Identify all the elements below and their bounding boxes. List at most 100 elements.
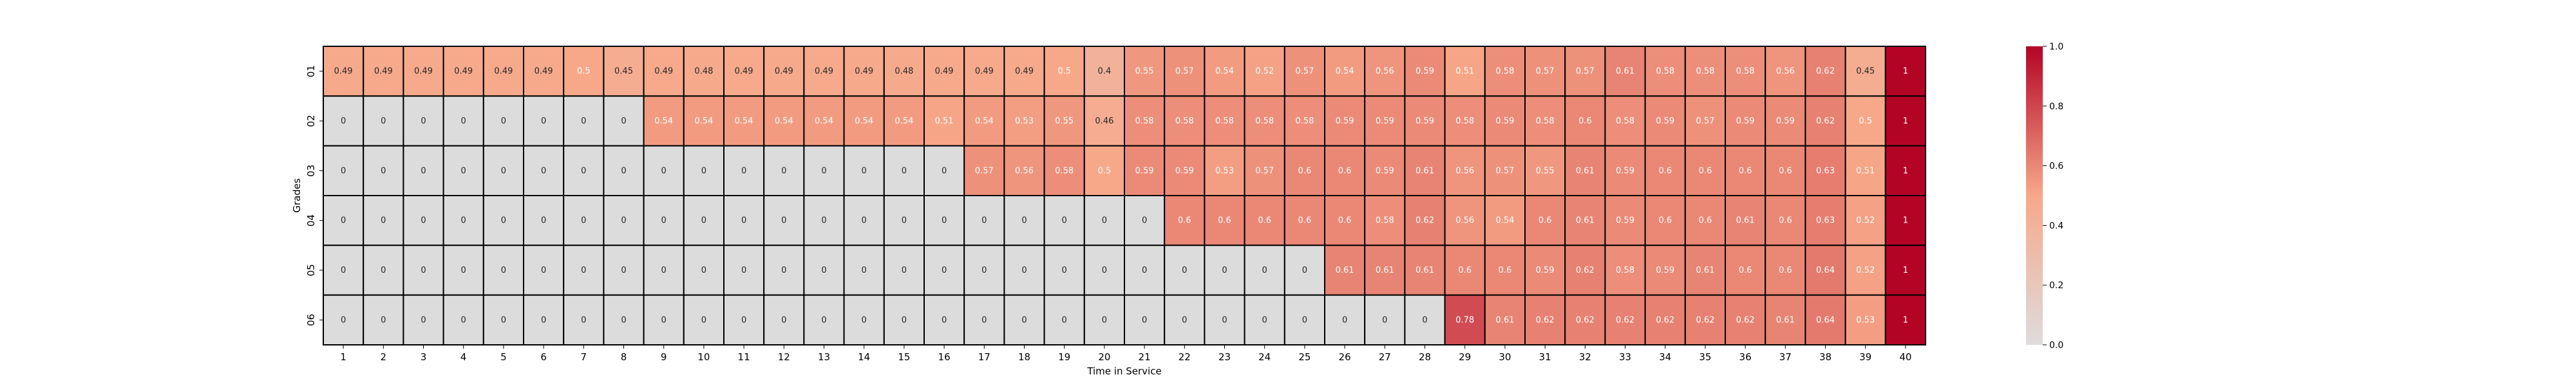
cell-value-label: 0.59 <box>1376 166 1394 176</box>
cell-value-label: 1 <box>1903 266 1908 275</box>
x-tick-label: 4 <box>460 351 467 363</box>
cell-value-label: 0.55 <box>1135 67 1154 77</box>
heatmap-cell <box>843 95 885 147</box>
cell-value-label: 0 <box>701 216 706 226</box>
colorbar-tick-label: 0.6 <box>2049 161 2063 172</box>
cell-value-label: 0 <box>942 216 947 226</box>
x-tick-label: 12 <box>778 351 790 363</box>
heatmap-cell <box>1003 294 1045 345</box>
x-tick-label: 36 <box>1739 351 1752 363</box>
cell-value-label: 0.49 <box>654 67 673 77</box>
heatmap-cell <box>523 46 565 97</box>
heatmap-cell <box>1884 195 1927 246</box>
heatmap-cell <box>402 195 444 246</box>
cell-value-label: 0 <box>421 116 426 126</box>
cell-value-label: 0 <box>781 216 786 226</box>
cell-value-label: 0.59 <box>1776 116 1795 126</box>
heatmap-cell <box>683 46 725 97</box>
cell-value-label: 0 <box>621 315 626 325</box>
heatmap-cell <box>363 294 404 345</box>
heatmap-cell <box>523 95 565 147</box>
heatmap-cell <box>963 145 1005 197</box>
x-tick-label: 3 <box>421 351 427 363</box>
cell-value-label: 0.61 <box>1576 166 1595 176</box>
cell-value-label: 0 <box>1021 216 1027 226</box>
cell-value-label: 0.54 <box>1495 216 1514 226</box>
cell-value-label: 0.58 <box>1616 116 1634 126</box>
cell-value-label: 0 <box>942 315 947 325</box>
heatmap-cell <box>883 95 925 147</box>
cell-value-label: 0.6 <box>1779 166 1792 176</box>
cell-value-label: 0.54 <box>855 116 873 126</box>
cell-value-label: 0 <box>1142 266 1147 275</box>
cell-value-label: 0.58 <box>1376 216 1394 226</box>
cell-value-label: 0.58 <box>1215 116 1234 126</box>
x-tick-label: 17 <box>978 351 990 363</box>
heatmap-cell <box>1124 244 1166 296</box>
cell-value-label: 0 <box>461 116 466 126</box>
cell-value-label: 0.49 <box>935 67 954 77</box>
cell-value-label: 0.52 <box>1255 67 1274 77</box>
heatmap-cell <box>1164 195 1206 246</box>
cell-value-label: 0.59 <box>1616 216 1634 226</box>
cell-value-label: 0.61 <box>1776 315 1795 325</box>
x-tick-label: 33 <box>1619 351 1631 363</box>
cell-value-label: 0 <box>621 166 626 176</box>
cell-value-label: 0.54 <box>1336 67 1354 77</box>
heatmap-cell <box>1644 95 1686 147</box>
cell-value-label: 0.59 <box>1536 266 1555 275</box>
cell-value-label: 0 <box>821 266 826 275</box>
cell-value-label: 0 <box>741 266 746 275</box>
heatmap-cell <box>843 46 885 97</box>
heatmap-cell <box>1484 195 1526 246</box>
heatmap-cell <box>1204 145 1245 197</box>
cell-value-label: 0.4 <box>1098 67 1112 77</box>
cell-value-label: 0.62 <box>1616 315 1634 325</box>
heatmap-cell <box>723 145 765 197</box>
cell-value-label: 0.56 <box>1376 67 1394 77</box>
heatmap-cell <box>482 95 524 147</box>
colorbar-tick-label: 0.2 <box>2049 280 2063 291</box>
heatmap-cell <box>1244 145 1285 197</box>
cell-value-label: 0.52 <box>1856 266 1875 275</box>
heatmap-cell <box>1844 145 1886 197</box>
cell-value-label: 0.49 <box>1015 67 1034 77</box>
cell-value-label: 0.49 <box>454 67 473 77</box>
x-tick-label: 7 <box>581 351 587 363</box>
heatmap-cell <box>1725 46 1766 97</box>
cell-value-label: 0 <box>942 266 947 275</box>
cell-value-label: 1 <box>1903 315 1908 325</box>
cell-value-label: 0 <box>1222 315 1227 325</box>
cell-value-label: 0.58 <box>1295 116 1314 126</box>
cell-value-label: 0 <box>741 166 746 176</box>
cell-value-label: 0.6 <box>1298 216 1312 226</box>
cell-value-label: 0.48 <box>895 67 913 77</box>
cell-value-label: 0 <box>581 266 586 275</box>
heatmap-cell <box>1364 95 1406 147</box>
cell-value-label: 0.58 <box>1736 67 1755 77</box>
heatmap-cell <box>323 244 365 296</box>
cell-value-label: 0.53 <box>1215 166 1234 176</box>
cell-value-label: 0.49 <box>334 67 353 77</box>
cell-value-label: 0.59 <box>1656 116 1674 126</box>
cell-value-label: 0.6 <box>1699 166 1712 176</box>
cell-value-label: 0.63 <box>1816 216 1835 226</box>
heatmap-cell <box>723 95 765 147</box>
cell-value-label: 0.6 <box>1499 266 1512 275</box>
heatmap-cell <box>1043 294 1085 345</box>
cell-value-label: 0 <box>541 216 546 226</box>
cell-value-label: 0 <box>541 315 546 325</box>
heatmap-cell <box>363 244 404 296</box>
cell-value-label: 0.64 <box>1816 315 1835 325</box>
cell-value-label: 0 <box>581 166 586 176</box>
heatmap-cell <box>1404 145 1446 197</box>
heatmap-cell <box>923 46 965 97</box>
cell-value-label: 0.57 <box>975 166 994 176</box>
cell-value-label: 0.58 <box>1536 116 1555 126</box>
cell-value-label: 0.51 <box>935 116 954 126</box>
x-tick-label: 10 <box>697 351 710 363</box>
cell-value-label: 0 <box>541 166 546 176</box>
heatmap-cell <box>1003 195 1045 246</box>
heatmap-cell <box>1003 244 1045 296</box>
heatmap-cell <box>1844 244 1886 296</box>
